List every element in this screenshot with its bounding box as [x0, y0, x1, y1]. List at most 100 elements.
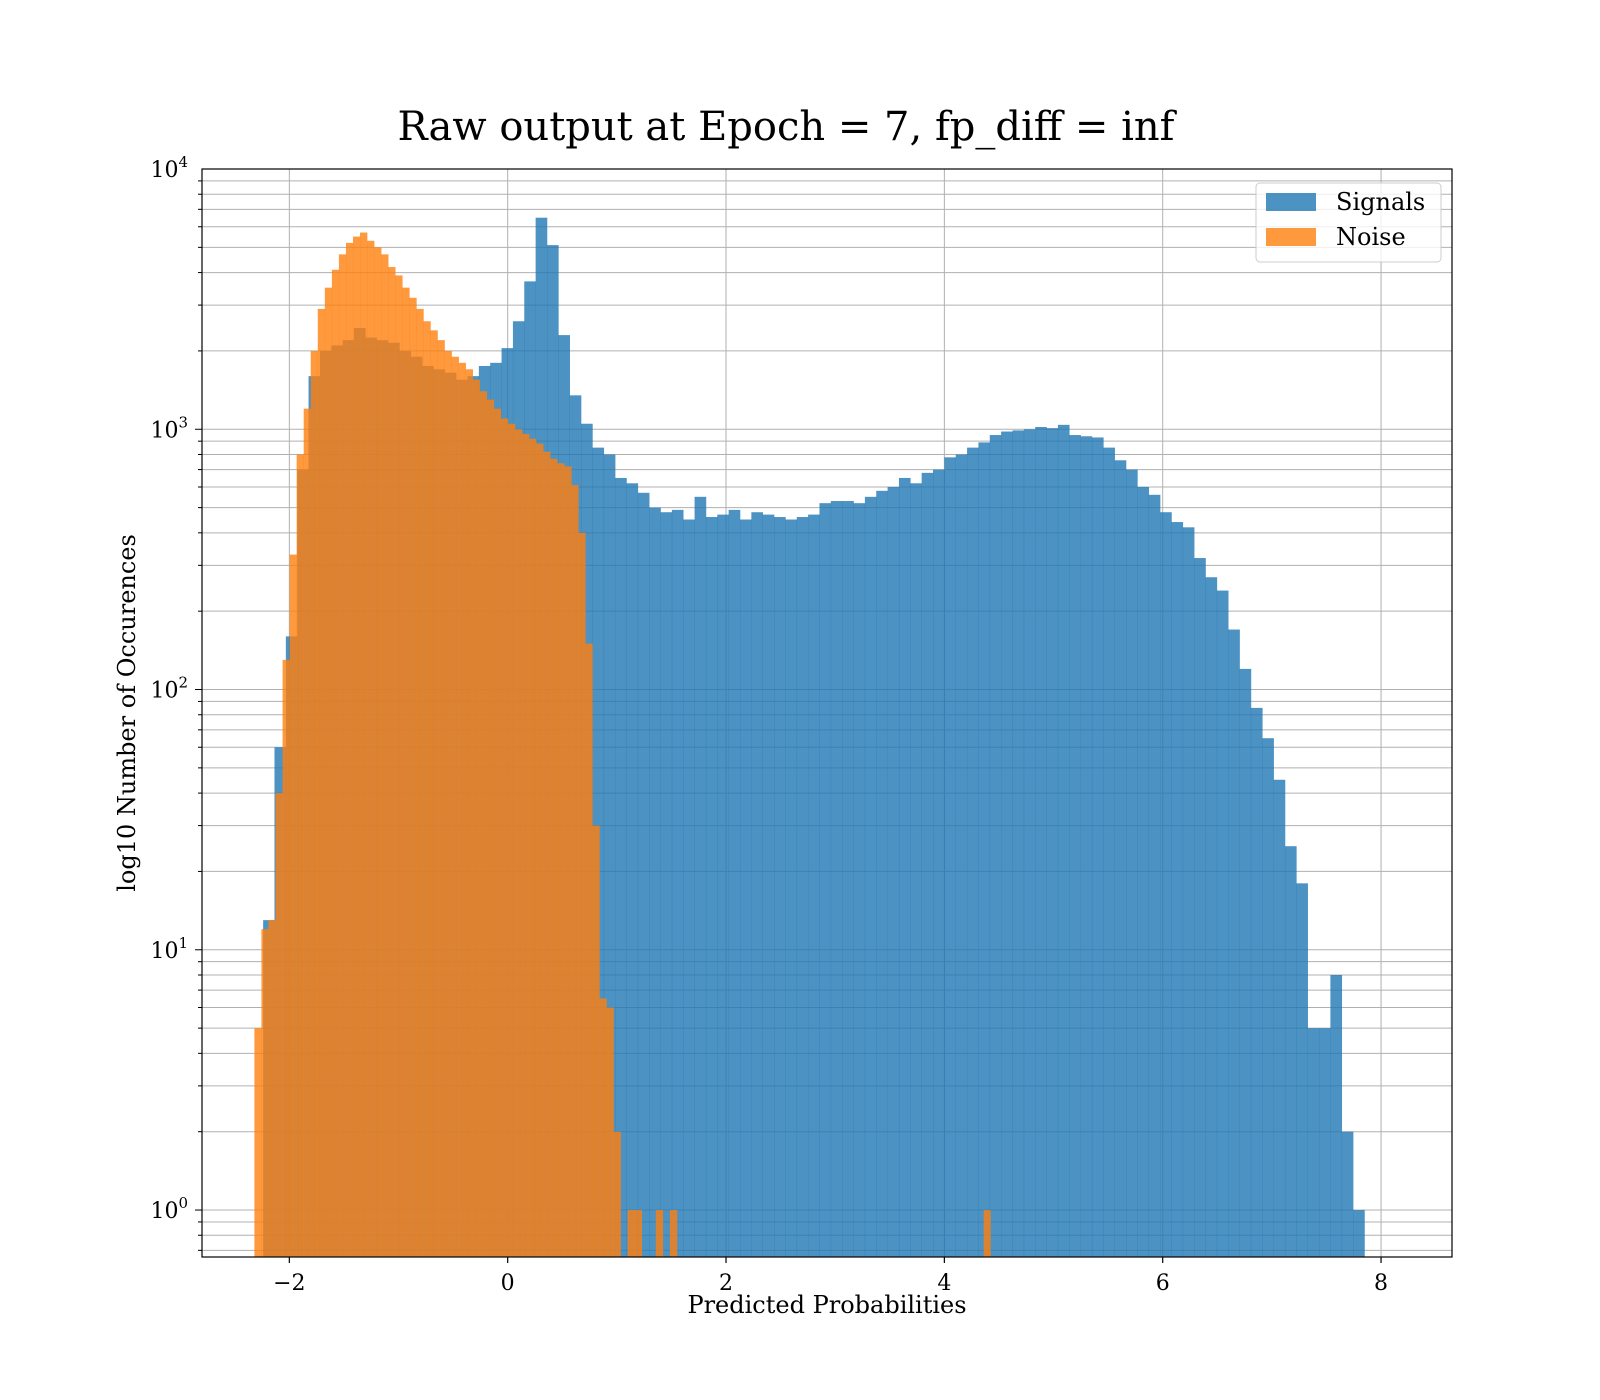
bar-noise — [367, 240, 375, 1258]
bar-signals — [785, 519, 798, 1257]
x-axis-ticks: −2 0 2 4 6 8 — [273, 1257, 1388, 1296]
bar-noise — [458, 362, 466, 1258]
bar-noise — [444, 350, 452, 1257]
legend-label-noise: Noise — [1336, 223, 1406, 251]
bar-noise — [296, 454, 304, 1257]
bar-signals — [842, 501, 854, 1257]
bar-noise — [606, 1007, 614, 1257]
bar-signals — [1080, 436, 1093, 1257]
bar-signals — [853, 503, 866, 1258]
bar-noise — [303, 408, 312, 1257]
bar-signals — [626, 483, 639, 1258]
plot-frame — [201, 168, 1453, 1258]
bar-signals — [603, 454, 616, 1257]
bar-signals — [1330, 974, 1343, 1257]
bar-noise — [479, 391, 488, 1257]
y-tick-label: 102 — [150, 674, 188, 704]
bar-signals — [751, 512, 763, 1257]
bar-noise — [282, 659, 290, 1257]
bar-noise — [507, 423, 516, 1257]
bar-signals — [637, 492, 650, 1257]
y-axis-ticks: 100 101 102 103 104 — [150, 153, 202, 1251]
bar-noise — [261, 929, 269, 1257]
bar-noise — [486, 399, 495, 1257]
x-tick-label: 6 — [1156, 1271, 1170, 1296]
bar-signals — [944, 457, 957, 1257]
bar-signals — [819, 503, 832, 1258]
bar-signals — [864, 496, 877, 1257]
bar-noise — [268, 920, 276, 1257]
bar-noise — [669, 1210, 678, 1257]
bar-signals — [1103, 447, 1115, 1257]
bar-signals — [876, 490, 888, 1257]
bar-noise — [543, 451, 551, 1257]
series-noise — [254, 232, 991, 1258]
bar-signals — [762, 514, 775, 1257]
bar-signals — [1023, 429, 1036, 1258]
bar-noise — [550, 458, 558, 1258]
bar-signals — [1148, 494, 1161, 1258]
bar-signals — [898, 477, 911, 1258]
bar-signals — [1273, 779, 1286, 1257]
bar-signals — [1307, 1028, 1320, 1257]
bar-signals — [671, 509, 684, 1258]
bar-signals — [955, 454, 968, 1257]
bar-signals — [683, 519, 695, 1257]
bar-signals — [1035, 427, 1047, 1258]
bar-noise — [571, 485, 579, 1258]
y-tick-label: 101 — [150, 934, 188, 964]
bar-signals — [615, 477, 627, 1258]
bar-noise — [423, 321, 431, 1257]
bar-signals — [705, 517, 718, 1257]
bar-noise — [345, 242, 354, 1257]
bar-noise — [338, 254, 347, 1258]
y-tick-label: 104 — [150, 153, 188, 183]
x-tick-label: 4 — [937, 1271, 951, 1296]
bar-noise — [465, 369, 473, 1257]
bar-signals — [1296, 883, 1308, 1257]
bar-signals — [1239, 668, 1252, 1257]
bar-noise — [564, 466, 572, 1257]
bar-noise — [585, 643, 593, 1257]
bar-noise — [557, 463, 565, 1258]
bar-signals — [694, 496, 707, 1257]
bar-noise — [493, 408, 502, 1257]
bar-signals — [1091, 437, 1104, 1257]
bar-noise — [275, 793, 283, 1257]
bar-signals — [921, 472, 934, 1257]
bar-signals — [1353, 1210, 1365, 1257]
bar-noise — [409, 297, 417, 1257]
bar-noise — [331, 269, 340, 1257]
legend: Signals Noise — [1255, 182, 1442, 263]
bar-noise — [310, 350, 319, 1257]
bar-noise — [592, 825, 600, 1257]
bar-signals — [1137, 486, 1150, 1258]
bar-signals — [1171, 522, 1184, 1257]
bar-signals — [1069, 435, 1081, 1258]
bar-noise — [500, 418, 509, 1258]
bar-signals — [660, 512, 673, 1257]
bar-noise — [360, 232, 368, 1258]
x-axis-label: Predicted Probabilities — [687, 1291, 966, 1319]
bar-signals — [910, 483, 922, 1258]
bar-noise — [324, 287, 333, 1257]
x-tick-label: −2 — [273, 1271, 305, 1296]
bar-signals — [1262, 738, 1274, 1257]
bar-noise — [395, 275, 403, 1258]
bar-noise — [430, 330, 438, 1257]
y-tick-label: 100 — [150, 1194, 188, 1224]
bar-signals — [796, 517, 809, 1257]
bar-signals — [1046, 428, 1059, 1257]
bar-noise — [381, 254, 389, 1258]
bar-noise — [613, 1131, 621, 1257]
bar-signals — [774, 517, 786, 1257]
bar-signals — [808, 514, 820, 1257]
bar-noise — [655, 1210, 664, 1257]
x-tick-label: 8 — [1374, 1271, 1388, 1296]
bar-signals — [1126, 469, 1138, 1258]
legend-swatch-noise — [1266, 228, 1316, 246]
y-tick-label: 103 — [150, 413, 188, 443]
bar-noise — [599, 998, 607, 1257]
bar-signals — [830, 501, 843, 1257]
